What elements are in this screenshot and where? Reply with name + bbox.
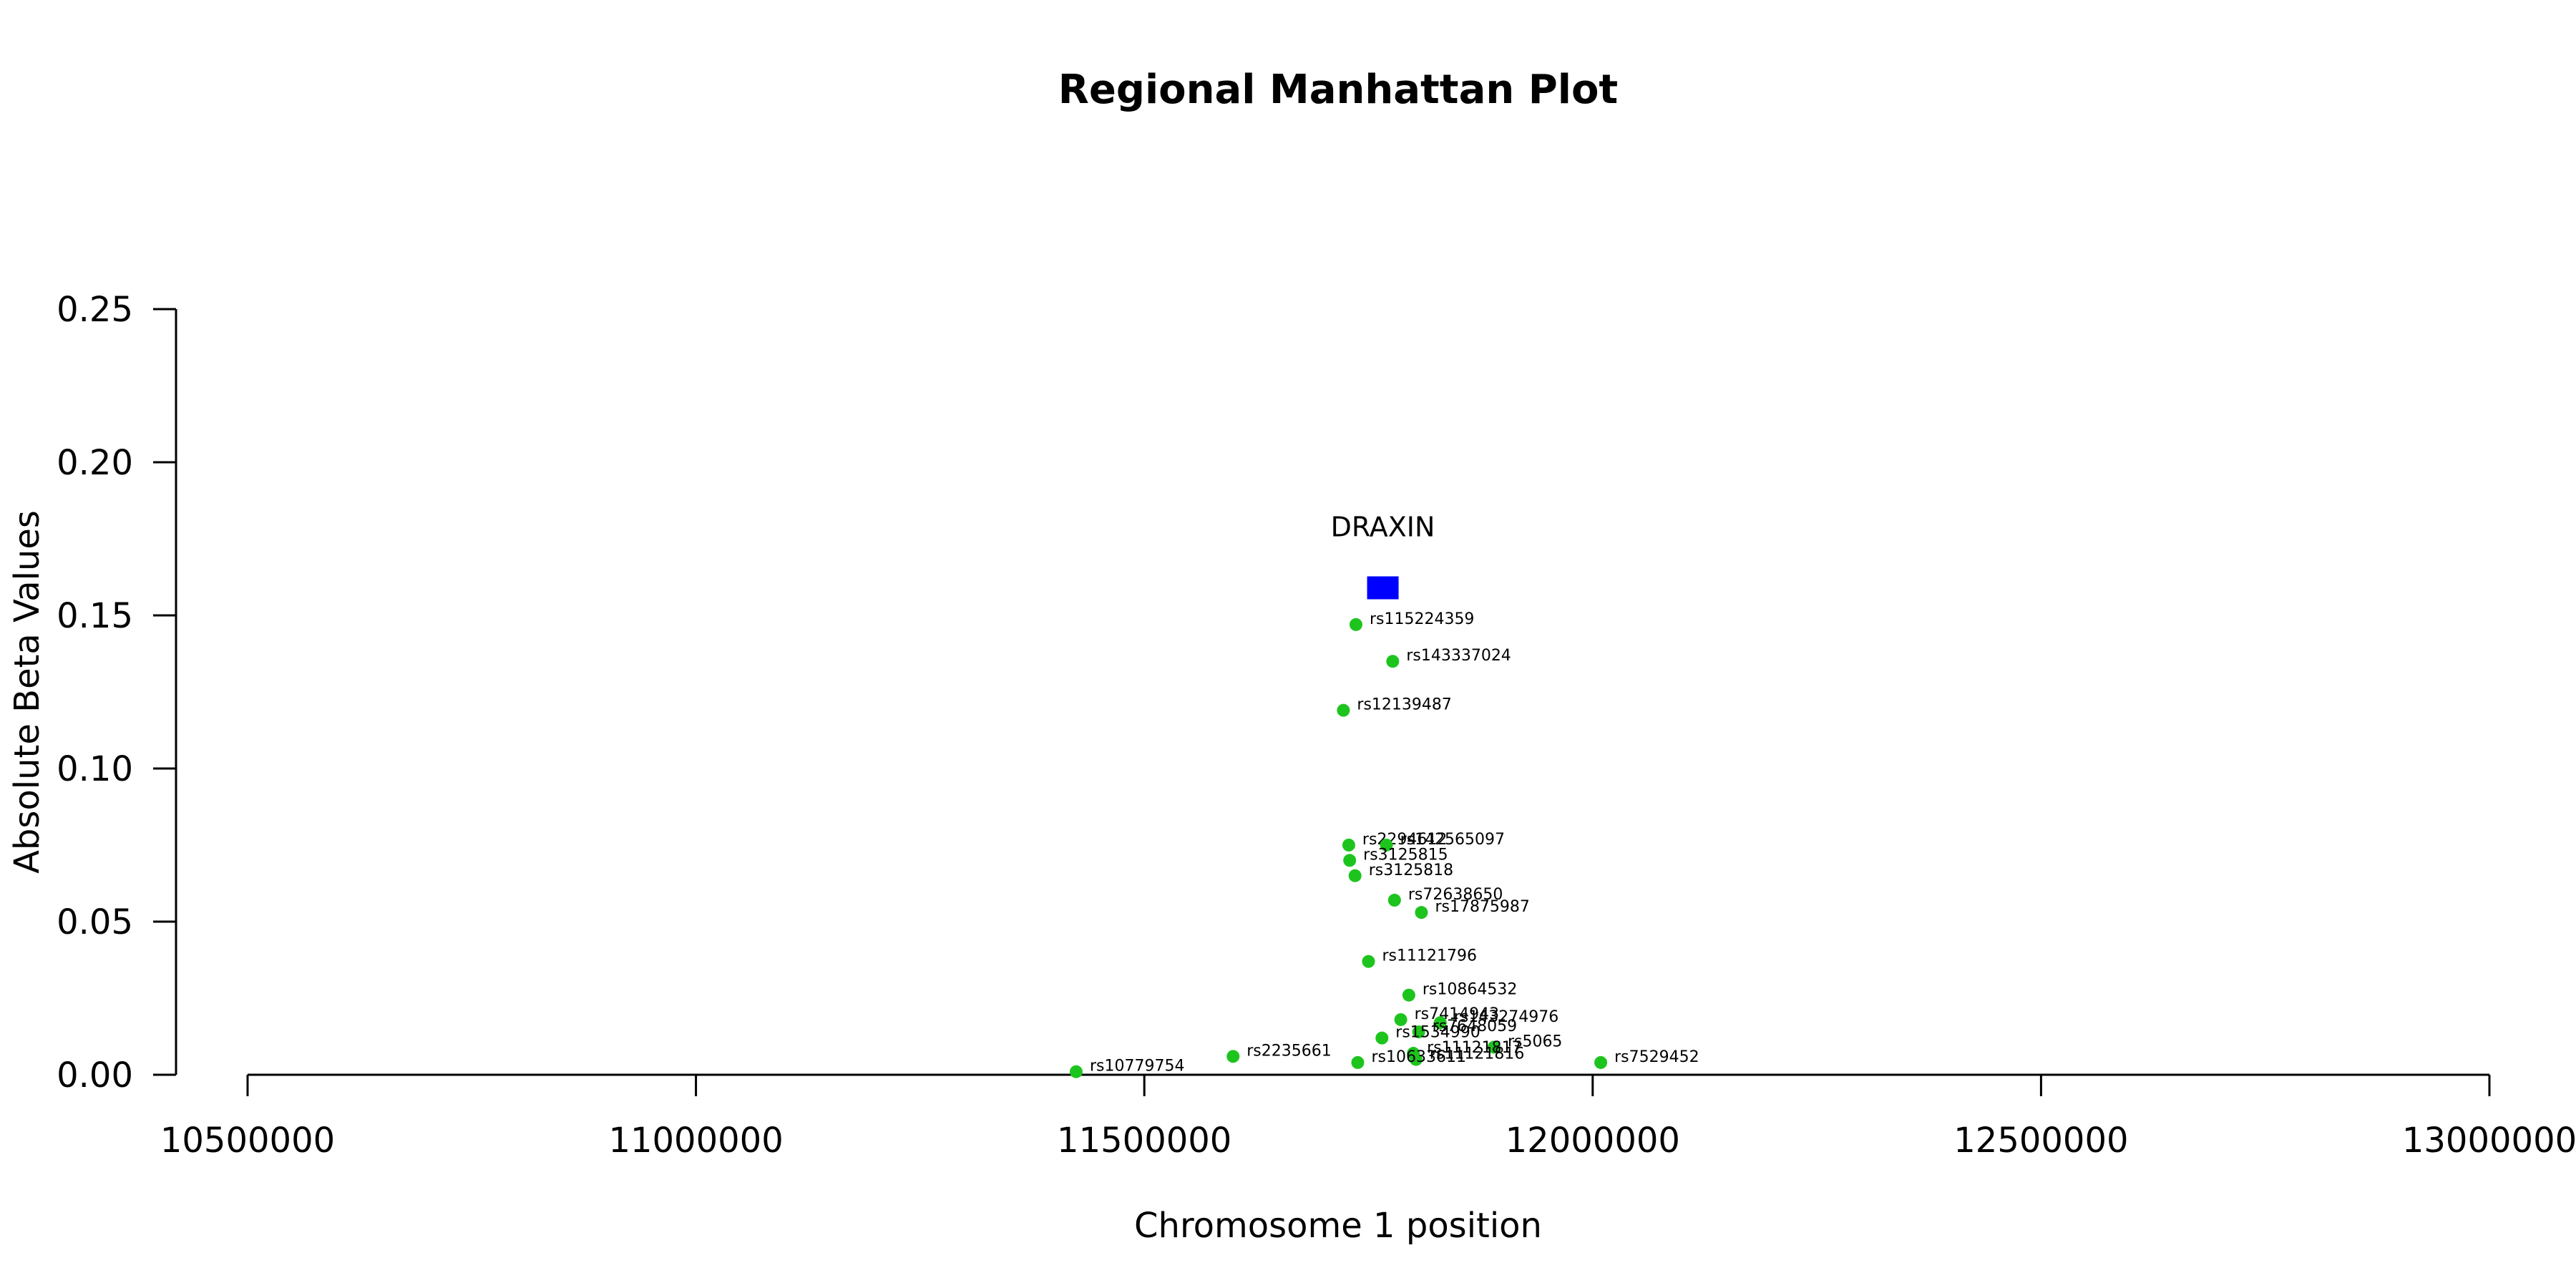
snp-label: rs142565097: [1400, 831, 1505, 849]
y-tick-label: 0.25: [57, 290, 133, 330]
y-tick-label: 0.05: [57, 902, 133, 942]
snp-point: [1362, 955, 1375, 968]
snp-label: rs1534990: [1395, 1024, 1480, 1042]
snp-point: [1433, 1016, 1447, 1030]
x-tick-label: 12500000: [1953, 1121, 2128, 1161]
snp-label: rs143274976: [1454, 1008, 1558, 1026]
x-tick-label: 10500000: [160, 1121, 335, 1161]
snp-label: rs115224359: [1370, 610, 1474, 628]
y-axis-label: Absolute Beta Values: [7, 510, 47, 874]
x-tick-label: 12000000: [1506, 1121, 1680, 1161]
snp-label: rs10864532: [1423, 981, 1517, 999]
snp-point: [1402, 988, 1415, 1002]
snp-point: [1375, 1031, 1389, 1045]
snp-label: rs3125815: [1363, 846, 1448, 864]
y-tick-label: 0.20: [57, 443, 133, 483]
snp-label: rs2294612: [1362, 831, 1448, 849]
snp-label: rs7648059: [1433, 1018, 1518, 1035]
snp-point: [1487, 1040, 1501, 1054]
snp-label: rs7529452: [1614, 1048, 1699, 1066]
y-axis: 0.00 0.05 0.10 0.15 0.20 0.25: [57, 290, 177, 1096]
snp-points: rs115224359 rs143337024 rs12139487 rs229461…: [1069, 610, 1699, 1078]
snp-point: [1069, 1065, 1083, 1078]
snp-label: rs7414943: [1415, 1005, 1500, 1023]
x-tick-label: 13000000: [2402, 1121, 2576, 1161]
snp-point: [1415, 906, 1428, 919]
snp-point: [1387, 894, 1401, 907]
gene-marker: [1367, 576, 1399, 600]
snp-point: [1412, 1025, 1425, 1039]
x-axis-label: Chromosome 1 position: [1134, 1206, 1542, 1246]
snp-point: [1394, 1013, 1407, 1026]
snp-point: [1348, 869, 1362, 882]
snp-label: rs3125818: [1369, 862, 1454, 879]
snp-label: rs72638650: [1408, 886, 1503, 904]
snp-point: [1337, 703, 1350, 717]
snp-point: [1380, 839, 1393, 852]
gene-marker-group: DRAXIN: [1331, 511, 1435, 600]
snp-point: [1342, 839, 1355, 852]
x-tick-label: 11500000: [1057, 1121, 1231, 1161]
snp-label: rs2235661: [1246, 1042, 1332, 1060]
snp-label: rs17875987: [1435, 898, 1529, 916]
y-tick-label: 0.00: [57, 1055, 133, 1096]
snp-label: rs11121796: [1382, 947, 1477, 965]
snp-point: [1226, 1050, 1240, 1063]
x-tick-label: 11000000: [608, 1121, 783, 1161]
snp-label: rs143337024: [1406, 647, 1511, 665]
snp-label: rs11121817: [1427, 1039, 1521, 1057]
y-tick-label: 0.15: [57, 596, 133, 636]
gene-label: DRAXIN: [1331, 511, 1435, 542]
snp-point: [1594, 1055, 1608, 1069]
snp-label: rs10633611: [1371, 1048, 1465, 1066]
chart-title: Regional Manhattan Plot: [1058, 67, 1618, 113]
snp-label: rs10779754: [1090, 1058, 1184, 1075]
snp-point: [1349, 618, 1362, 631]
snp-point: [1386, 655, 1400, 668]
y-tick-label: 0.10: [57, 749, 133, 789]
snp-label: rs11121816: [1430, 1045, 1524, 1063]
snp-label: rs5065: [1508, 1033, 1563, 1050]
snp-point: [1351, 1055, 1365, 1069]
x-axis: 10500000 11000000 11500000 12000000 12500000…: [160, 1073, 2576, 1161]
snp-point: [1409, 1053, 1423, 1066]
snp-point: [1343, 854, 1357, 867]
snp-label: rs12139487: [1357, 696, 1451, 714]
